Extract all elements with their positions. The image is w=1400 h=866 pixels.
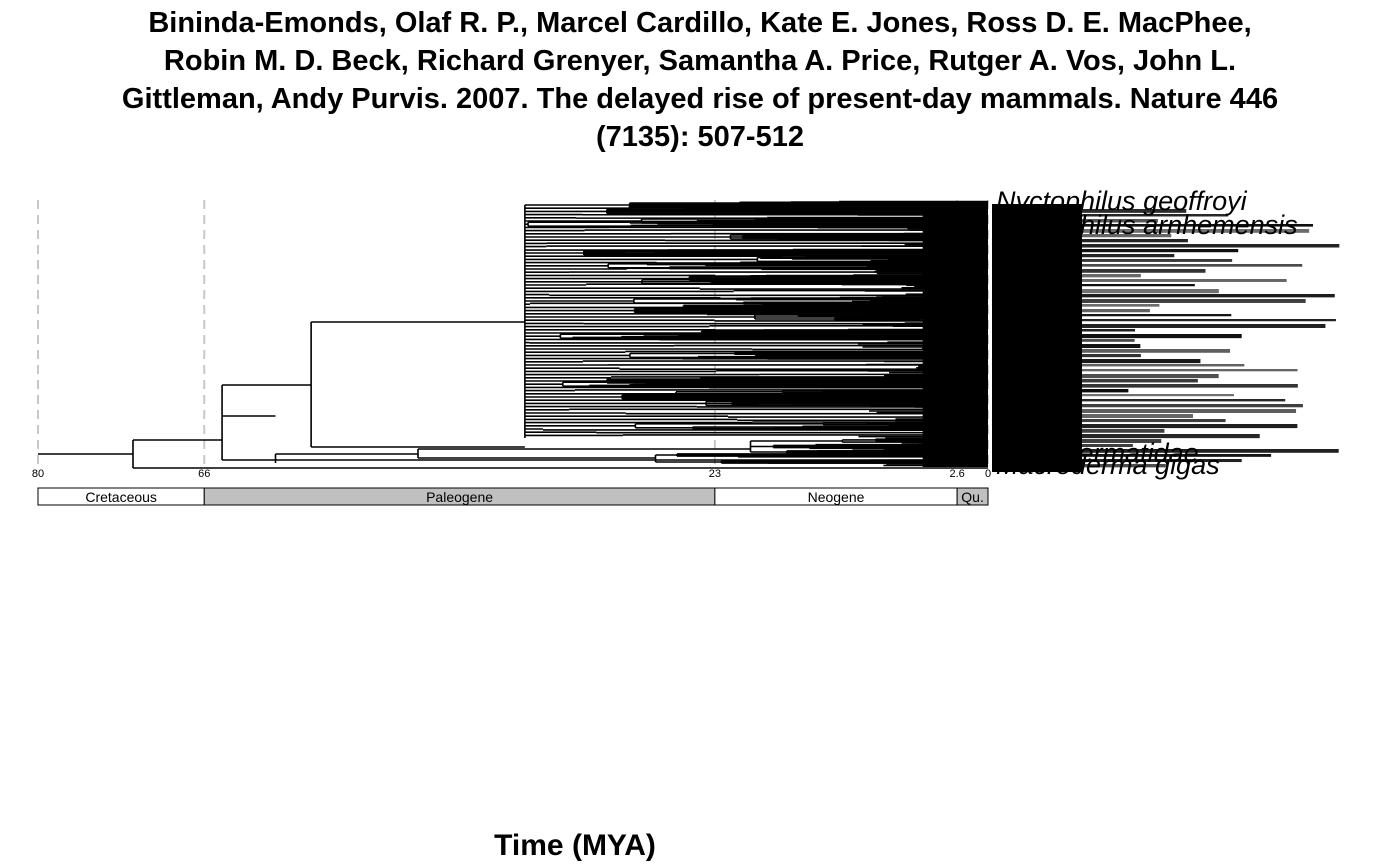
overlapping-tip-labels	[1002, 254, 1175, 258]
title-line: Robin M. D. Beck, Richard Grenyer, Saman…	[163, 45, 1237, 77]
overlapping-tip-labels	[992, 204, 1082, 472]
overlapping-tip-labels	[1000, 399, 1286, 402]
chart-title: Bininda-Emonds, Olaf R. P., Marcel Cardi…	[0, 4, 1400, 156]
overlapping-tip-labels	[1000, 264, 1303, 267]
overlapping-tip-labels	[999, 249, 1239, 253]
tick-label: 80	[32, 468, 44, 480]
tick-label: 66	[198, 468, 210, 480]
overlapping-tip-labels	[1004, 289, 1219, 294]
overlapping-tip-labels	[1001, 224, 1314, 227]
title-line: (7135): 507-512	[596, 121, 804, 153]
tip-block	[922, 203, 988, 467]
overlapping-tip-labels	[1003, 234, 1172, 238]
overlapping-tip-labels	[998, 419, 1226, 423]
overlapping-tip-labels	[997, 319, 1336, 322]
overlapping-tip-labels	[1003, 239, 1188, 243]
overlapping-tip-labels	[1004, 294, 1335, 298]
x-axis-label: Time (MYA)	[494, 829, 656, 862]
overlapping-tip-labels	[1002, 409, 1297, 413]
overlapping-tip-labels	[1004, 359, 1201, 364]
tick-label: 0	[985, 468, 991, 480]
tick-label: 23	[709, 468, 721, 480]
title-line: Gittleman, Andy Purvis. 2007. The delaye…	[121, 83, 1279, 115]
overlapping-tip-labels	[1004, 244, 1340, 248]
overlapping-tip-labels	[997, 434, 1260, 439]
overlapping-tip-labels	[1001, 364, 1245, 367]
overlapping-tip-labels	[1000, 209, 1187, 213]
tip-labels: Nyctophilus geoffroyiNyctophilus arnheme…	[992, 186, 1340, 480]
overlapping-tip-labels	[1002, 259, 1233, 262]
period-label: Cretaceous	[85, 489, 157, 505]
overlapping-tip-labels	[999, 454, 1272, 457]
overlapping-tip-labels	[1000, 414, 1193, 419]
geologic-timescale: Cretaceous Paleogene Neogene Qu.	[37, 487, 989, 506]
period-box	[956, 487, 989, 506]
overlapping-tip-labels	[1005, 459, 1242, 463]
period-label: Neogene	[808, 489, 865, 505]
period-label: Paleogene	[426, 489, 493, 505]
overlapping-tip-labels	[1003, 384, 1298, 388]
overlapping-tip-labels	[1003, 379, 1198, 383]
overlapping-tip-labels	[1002, 279, 1287, 282]
overlapping-tip-labels	[999, 449, 1339, 453]
overlapping-tip-labels	[996, 314, 1232, 317]
overlapping-tip-labels	[1002, 374, 1219, 379]
overlapping-tip-labels	[998, 404, 1303, 408]
overlapping-tip-labels	[999, 284, 1195, 287]
period-label: Qu.	[961, 489, 984, 505]
tick-label: 2.6	[949, 468, 964, 480]
overlapping-tip-labels	[1000, 299, 1306, 303]
overlapping-tip-labels	[1001, 214, 1229, 217]
title-line: Bininda-Emonds, Olaf R. P., Marcel Cardi…	[148, 7, 1252, 39]
overlapping-tip-labels	[997, 394, 1234, 397]
overlapping-tip-labels	[1002, 424, 1298, 429]
overlapping-tip-labels	[1000, 334, 1242, 339]
overlapping-tip-labels	[1005, 269, 1206, 273]
overlapping-tip-labels	[1002, 464, 1166, 468]
overlapping-tip-labels	[999, 229, 1310, 233]
overlapping-tip-labels	[1001, 369, 1298, 372]
time-axis: 80 66 23 2.6 0	[32, 468, 991, 480]
overlapping-tip-labels	[996, 349, 1231, 353]
overlapping-tip-labels	[998, 324, 1326, 328]
phylogenetic-tree	[38, 200, 988, 469]
